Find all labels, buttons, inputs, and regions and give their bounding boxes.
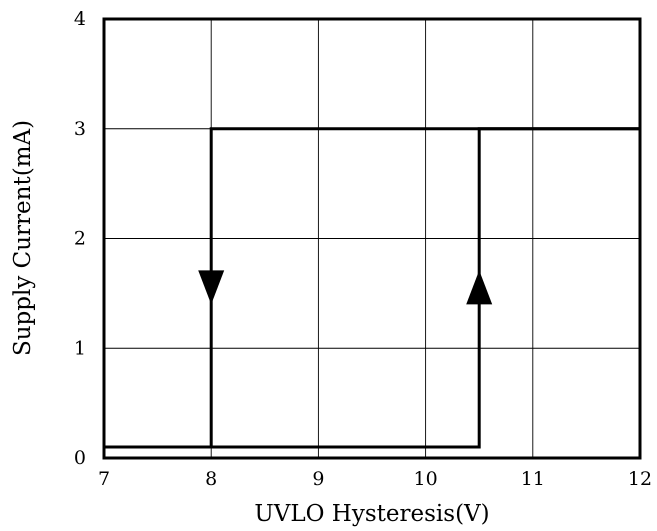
arrow-up-icon (466, 270, 493, 305)
y-tick-label: 1 (74, 337, 86, 359)
x-tick-label: 8 (205, 468, 217, 490)
series-falling-line (104, 127, 640, 449)
arrow-down-icon (198, 270, 225, 305)
x-tick-label: 9 (312, 468, 324, 490)
grid (104, 19, 640, 458)
y-tick-label: 0 (74, 447, 86, 469)
traces (104, 127, 640, 449)
x-axis-title: UVLO Hysteresis(V) (254, 501, 489, 527)
plot-frame (102, 17, 642, 460)
x-tick-label: 7 (98, 468, 110, 490)
y-axis-title: Supply Current(mA) (10, 120, 36, 356)
y-tick-label: 2 (74, 228, 86, 250)
y-tick-label: 3 (74, 118, 86, 140)
x-tick-label: 12 (628, 468, 652, 490)
x-tick-label: 10 (414, 468, 438, 490)
x-tick-label: 11 (521, 468, 545, 490)
y-tick-label: 4 (74, 8, 86, 30)
series-rising-line (104, 127, 640, 449)
